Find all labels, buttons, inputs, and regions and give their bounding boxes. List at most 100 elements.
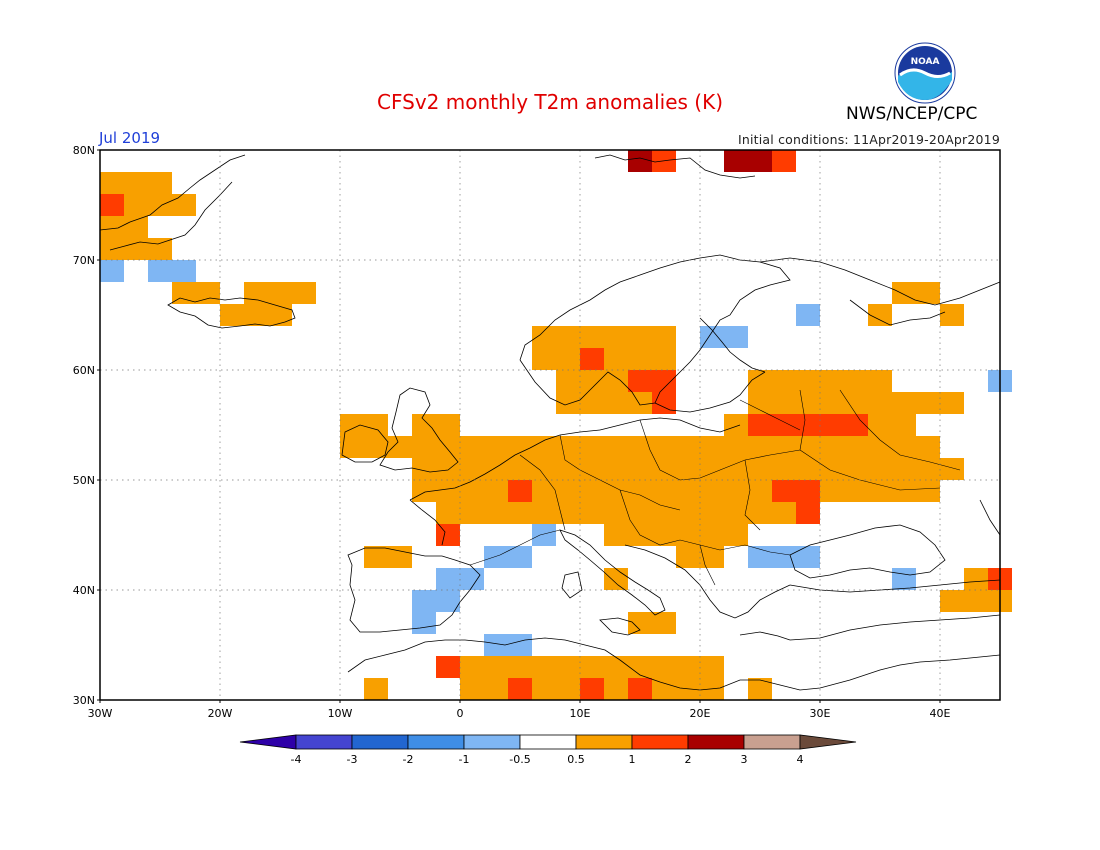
anomaly-cell — [652, 524, 676, 546]
anomaly-cell — [676, 502, 700, 524]
anomaly-cell — [412, 458, 436, 480]
anomaly-cell — [628, 436, 652, 458]
anomaly-cell — [748, 370, 772, 392]
colorbar-tick-label: -0.5 — [509, 753, 530, 766]
anomaly-cell — [772, 414, 796, 436]
anomaly-cell — [700, 656, 724, 678]
anomaly-cell — [604, 326, 628, 348]
anomaly-cell — [604, 678, 628, 700]
anomaly-cell — [172, 282, 196, 304]
anomaly-cell — [628, 326, 652, 348]
lon-label: 30W — [88, 707, 113, 720]
anomaly-cell — [436, 656, 460, 678]
anomaly-cell — [556, 436, 580, 458]
anomaly-cell — [484, 458, 508, 480]
anomaly-cell — [868, 392, 892, 414]
anomaly-cell — [148, 194, 172, 216]
anomaly-cell — [604, 502, 628, 524]
agency-label: NWS/NCEP/CPC — [846, 104, 978, 124]
anomaly-cell — [508, 656, 532, 678]
colorbar-tick-label: -3 — [347, 753, 358, 766]
anomaly-cell — [100, 172, 124, 194]
anomaly-cell — [172, 260, 196, 282]
anomaly-cell — [436, 590, 460, 612]
anomaly-cell — [796, 436, 820, 458]
anomaly-cell — [628, 370, 652, 392]
anomaly-cell — [748, 458, 772, 480]
anomaly-cell — [532, 348, 556, 370]
anomaly-cell — [676, 436, 700, 458]
anomaly-cell — [604, 524, 628, 546]
anomaly-cell — [700, 546, 724, 568]
anomaly-cell — [652, 458, 676, 480]
anomaly-cell — [364, 414, 388, 436]
anomaly-cell — [892, 458, 916, 480]
colorbar-tick-label: 1 — [629, 753, 636, 766]
anomaly-cell — [340, 436, 364, 458]
anomaly-cell — [556, 392, 580, 414]
anomaly-cell — [700, 524, 724, 546]
latitude-labels: 80N 70N 60N 50N 40N 30N — [73, 144, 100, 707]
lat-label: 70N — [73, 254, 95, 267]
anomaly-cell — [916, 436, 940, 458]
anomaly-cell — [820, 436, 844, 458]
anomaly-cell — [724, 326, 748, 348]
anomaly-cell — [796, 414, 820, 436]
anomaly-cell — [508, 436, 532, 458]
anomaly-cell — [508, 458, 532, 480]
anomaly-cells — [100, 150, 1012, 700]
anomaly-cell — [940, 590, 964, 612]
anomaly-cell — [724, 524, 748, 546]
anomaly-cell — [700, 502, 724, 524]
anomaly-cell — [844, 436, 868, 458]
anomaly-cell — [220, 304, 244, 326]
anomaly-cell — [628, 656, 652, 678]
anomaly-cell — [100, 216, 124, 238]
anomaly-cell — [388, 436, 412, 458]
anomaly-cell — [772, 436, 796, 458]
anomaly-cell — [652, 612, 676, 634]
anomaly-cell — [172, 194, 196, 216]
colorbar-segment — [407, 734, 465, 750]
anomaly-cell — [748, 414, 772, 436]
anomaly-cell — [580, 392, 604, 414]
colorbar-segment — [519, 734, 577, 750]
anomaly-cell — [892, 568, 916, 590]
anomaly-cell — [436, 568, 460, 590]
anomaly-cell — [844, 480, 868, 502]
country-borders — [469, 389, 961, 586]
anomaly-cell — [724, 414, 748, 436]
anomaly-cell — [484, 634, 508, 656]
anomaly-cell — [580, 678, 604, 700]
anomaly-cell — [100, 260, 124, 282]
anomaly-cell — [772, 370, 796, 392]
anomaly-cell — [772, 480, 796, 502]
anomaly-cell — [796, 304, 820, 326]
colorbar-tick-label: -4 — [291, 753, 302, 766]
anomaly-cell — [964, 590, 988, 612]
anomaly-cell — [772, 502, 796, 524]
anomaly-cell — [652, 436, 676, 458]
anomaly-cell — [508, 502, 532, 524]
anomaly-cell — [772, 458, 796, 480]
anomaly-cell — [652, 348, 676, 370]
lon-label: 10E — [570, 707, 591, 720]
anomaly-cell — [628, 480, 652, 502]
anomaly-cell — [748, 502, 772, 524]
anomaly-cell — [460, 436, 484, 458]
anomaly-cell — [628, 348, 652, 370]
anomaly-cell — [892, 414, 916, 436]
figure-title: CFSv2 monthly T2m anomalies (K) — [377, 90, 723, 114]
anomaly-cell — [124, 172, 148, 194]
anomaly-cell — [148, 172, 172, 194]
anomaly-cell — [100, 194, 124, 216]
anomaly-cell — [676, 458, 700, 480]
anomaly-cell — [724, 502, 748, 524]
anomaly-cell — [700, 480, 724, 502]
anomaly-cell — [556, 326, 580, 348]
anomaly-cell — [100, 238, 124, 260]
anomaly-cell — [892, 480, 916, 502]
anomaly-cell — [796, 502, 820, 524]
colorbar-segment — [351, 734, 409, 750]
anomaly-cell — [124, 216, 148, 238]
